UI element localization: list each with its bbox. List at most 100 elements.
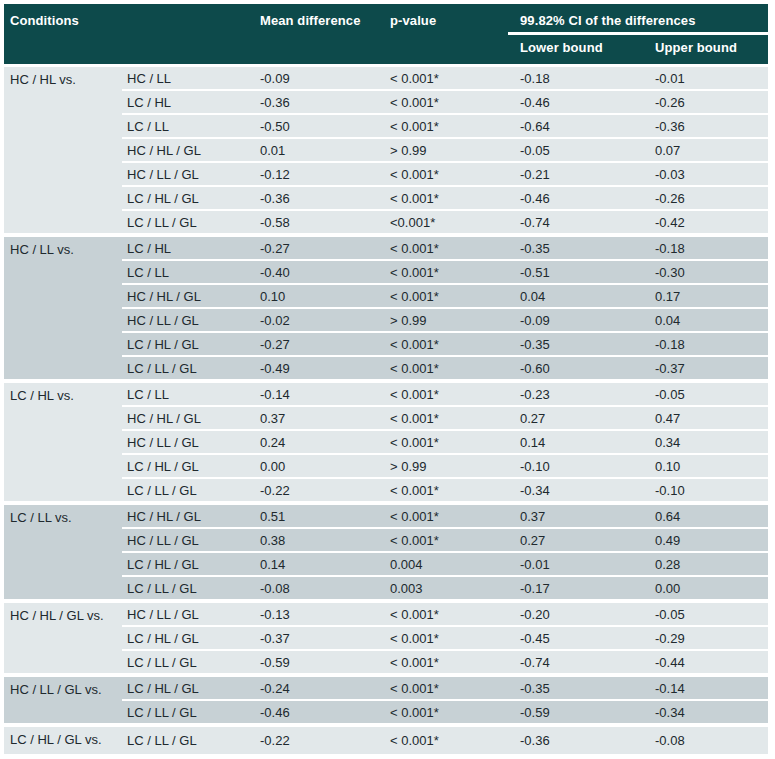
- cell-upper-bound: -0.08: [650, 725, 768, 754]
- pairwise-comparison-figure: Conditions Mean difference p-value 99.82…: [0, 0, 775, 758]
- cell-p-value: < 0.001*: [385, 381, 508, 406]
- cell-p-value: < 0.001*: [385, 675, 508, 700]
- cell-mean-difference: -0.49: [255, 356, 385, 381]
- cell-p-value: < 0.001*: [385, 626, 508, 650]
- cell-upper-bound: -0.29: [650, 626, 768, 650]
- cell-lower-bound: -0.20: [508, 601, 650, 626]
- cell-group-label: HC / LL / GL vs.: [4, 675, 122, 725]
- cell-condition: HC / HL / GL: [122, 138, 255, 162]
- cell-condition: HC / LL / GL: [122, 601, 255, 626]
- table-row: HC / LL / GL vs.LC / HL / GL -0.24 < 0.0…: [4, 675, 768, 700]
- cell-condition: LC / HL: [122, 235, 255, 260]
- table-body: HC / HL vs.HC / LL -0.09 < 0.001* -0.18 …: [4, 66, 768, 755]
- cell-mean-difference: 0.37: [255, 406, 385, 430]
- cell-group-label: LC / LL vs.: [4, 503, 122, 601]
- cell-mean-difference: -0.36: [255, 186, 385, 210]
- cell-group-label: LC / HL / GL vs.: [4, 725, 122, 754]
- cell-mean-difference: -0.27: [255, 235, 385, 260]
- cell-group-label: HC / HL / GL vs.: [4, 601, 122, 675]
- cell-p-value: < 0.001*: [385, 700, 508, 725]
- cell-condition: LC / HL / GL: [122, 186, 255, 210]
- table-row: HC / LL vs.LC / HL -0.27 < 0.001* -0.35 …: [4, 235, 768, 260]
- cell-condition: HC / HL / GL: [122, 284, 255, 308]
- header-ci-title: 99.82% CI of the differences: [508, 4, 768, 34]
- table-row: HC / HL / GL vs.HC / LL / GL -0.13 < 0.0…: [4, 601, 768, 626]
- cell-upper-bound: -0.26: [650, 186, 768, 210]
- cell-group-label: LC / HL vs.: [4, 381, 122, 503]
- cell-lower-bound: 0.14: [508, 430, 650, 454]
- cell-p-value: < 0.001*: [385, 503, 508, 528]
- cell-mean-difference: -0.12: [255, 162, 385, 186]
- cell-mean-difference: -0.40: [255, 260, 385, 284]
- cell-lower-bound: -0.36: [508, 725, 650, 754]
- cell-lower-bound: -0.45: [508, 626, 650, 650]
- cell-mean-difference: 0.24: [255, 430, 385, 454]
- header-upper-bound: Upper bound: [650, 34, 768, 66]
- cell-lower-bound: -0.74: [508, 650, 650, 675]
- cell-lower-bound: -0.60: [508, 356, 650, 381]
- cell-condition: LC / LL / GL: [122, 478, 255, 503]
- cell-condition: HC / LL / GL: [122, 162, 255, 186]
- cell-condition: LC / HL / GL: [122, 332, 255, 356]
- cell-lower-bound: -0.64: [508, 114, 650, 138]
- cell-group-label: HC / LL vs.: [4, 235, 122, 381]
- cell-upper-bound: 0.04: [650, 308, 768, 332]
- cell-p-value: < 0.001*: [385, 235, 508, 260]
- cell-upper-bound: -0.37: [650, 356, 768, 381]
- cell-mean-difference: -0.22: [255, 725, 385, 754]
- cell-mean-difference: -0.46: [255, 700, 385, 725]
- cell-upper-bound: -0.05: [650, 601, 768, 626]
- cell-mean-difference: -0.24: [255, 675, 385, 700]
- header-conditions: Conditions: [4, 4, 255, 66]
- cell-p-value: > 0.99: [385, 454, 508, 478]
- cell-condition: LC / LL: [122, 114, 255, 138]
- cell-lower-bound: 0.27: [508, 406, 650, 430]
- cell-lower-bound: 0.37: [508, 503, 650, 528]
- cell-p-value: < 0.001*: [385, 186, 508, 210]
- cell-p-value: < 0.001*: [385, 284, 508, 308]
- cell-condition: LC / LL / GL: [122, 356, 255, 381]
- cell-upper-bound: 0.34: [650, 430, 768, 454]
- cell-lower-bound: -0.21: [508, 162, 650, 186]
- cell-group-label: HC / HL vs.: [4, 66, 122, 236]
- cell-mean-difference: 0.00: [255, 454, 385, 478]
- cell-lower-bound: 0.27: [508, 528, 650, 552]
- cell-mean-difference: -0.58: [255, 210, 385, 235]
- cell-mean-difference: -0.27: [255, 332, 385, 356]
- table-row: LC / HL vs.LC / LL -0.14 < 0.001* -0.23 …: [4, 381, 768, 406]
- cell-upper-bound: -0.18: [650, 235, 768, 260]
- cell-lower-bound: -0.46: [508, 90, 650, 114]
- table-row: HC / HL vs.HC / LL -0.09 < 0.001* -0.18 …: [4, 66, 768, 91]
- cell-p-value: < 0.001*: [385, 528, 508, 552]
- cell-p-value: < 0.001*: [385, 478, 508, 503]
- cell-mean-difference: -0.50: [255, 114, 385, 138]
- pairwise-comparisons-table: Conditions Mean difference p-value 99.82…: [4, 4, 768, 754]
- cell-condition: LC / LL / GL: [122, 700, 255, 725]
- cell-p-value: < 0.001*: [385, 356, 508, 381]
- cell-condition: HC / LL: [122, 66, 255, 91]
- cell-mean-difference: 0.10: [255, 284, 385, 308]
- cell-mean-difference: 0.14: [255, 552, 385, 576]
- cell-lower-bound: -0.35: [508, 675, 650, 700]
- cell-p-value: < 0.001*: [385, 114, 508, 138]
- cell-mean-difference: -0.59: [255, 650, 385, 675]
- cell-lower-bound: -0.46: [508, 186, 650, 210]
- cell-lower-bound: -0.51: [508, 260, 650, 284]
- cell-lower-bound: -0.35: [508, 332, 650, 356]
- cell-p-value: < 0.001*: [385, 650, 508, 675]
- table-row: LC / HL / GL vs.LC / LL / GL -0.22 < 0.0…: [4, 725, 768, 754]
- cell-lower-bound: -0.01: [508, 552, 650, 576]
- cell-lower-bound: -0.74: [508, 210, 650, 235]
- cell-upper-bound: -0.10: [650, 478, 768, 503]
- cell-upper-bound: -0.14: [650, 675, 768, 700]
- cell-condition: LC / HL / GL: [122, 454, 255, 478]
- cell-condition: HC / LL / GL: [122, 430, 255, 454]
- header-lower-bound: Lower bound: [508, 34, 650, 66]
- cell-mean-difference: 0.38: [255, 528, 385, 552]
- cell-mean-difference: -0.13: [255, 601, 385, 626]
- cell-lower-bound: -0.10: [508, 454, 650, 478]
- cell-mean-difference: 0.51: [255, 503, 385, 528]
- cell-p-value: 0.003: [385, 576, 508, 601]
- cell-mean-difference: -0.22: [255, 478, 385, 503]
- cell-p-value: > 0.99: [385, 308, 508, 332]
